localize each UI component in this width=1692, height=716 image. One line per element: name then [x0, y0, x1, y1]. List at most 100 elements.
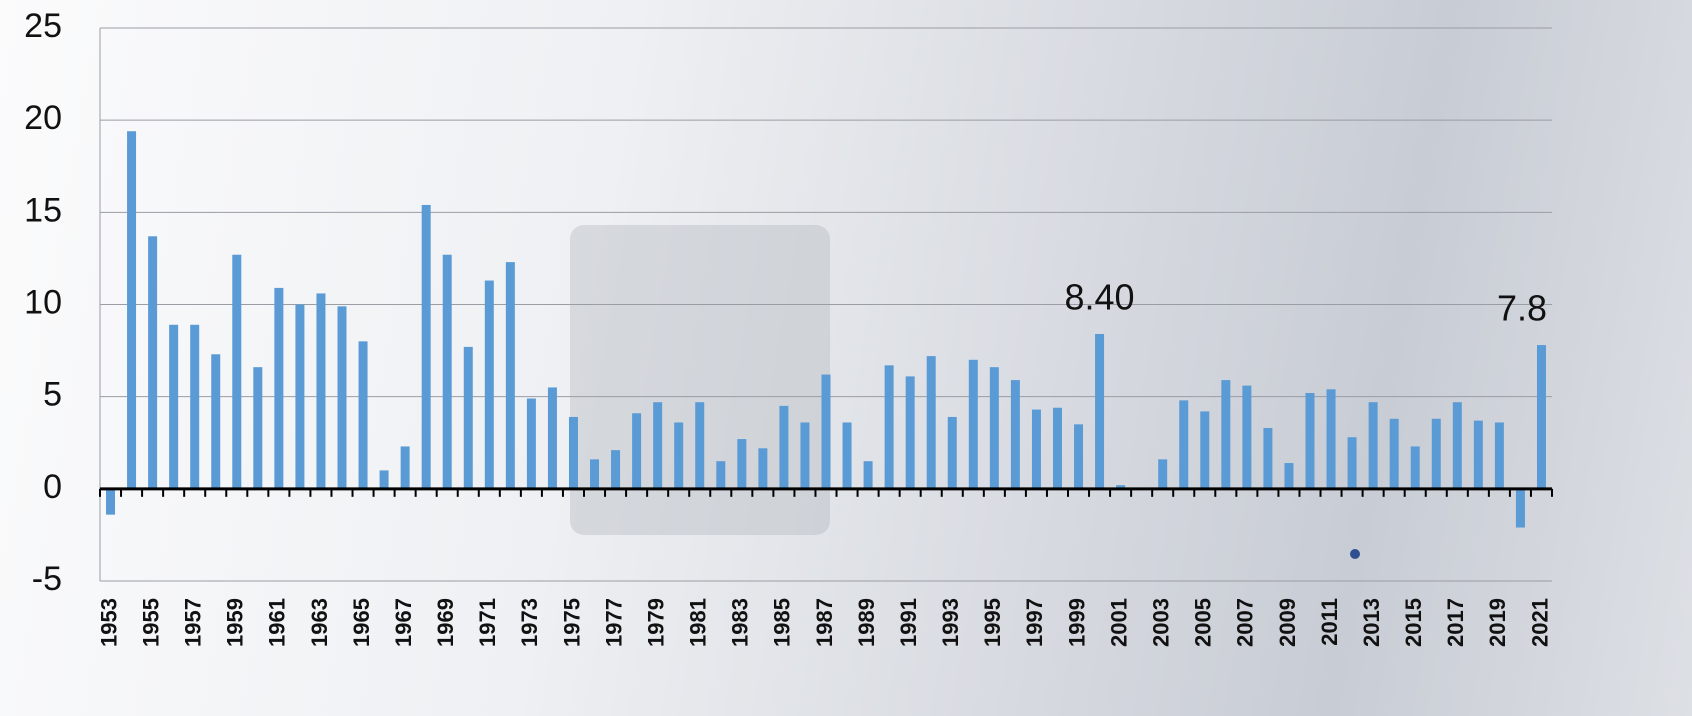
bar — [632, 413, 641, 489]
bar — [1516, 489, 1525, 528]
bar — [190, 325, 199, 489]
bar — [737, 439, 746, 489]
y-tick-label: 25 — [24, 7, 62, 45]
bar — [1074, 424, 1083, 489]
chart: -505101520251953195519571959196119631965… — [0, 0, 1692, 716]
bar — [211, 354, 220, 489]
x-tick-label: 2013 — [1359, 598, 1384, 647]
x-tick-label: 1973 — [517, 598, 542, 647]
x-tick-label: 1953 — [96, 598, 121, 647]
bar — [548, 387, 557, 488]
bar — [232, 255, 241, 489]
bar — [359, 341, 368, 488]
bar — [338, 306, 347, 488]
x-tick-label: 1957 — [181, 598, 206, 647]
x-tick-label: 1961 — [265, 598, 290, 647]
bar — [1453, 402, 1462, 489]
x-tick-label: 1971 — [475, 598, 500, 647]
bar — [822, 375, 831, 489]
bar — [148, 236, 157, 489]
bar — [927, 356, 936, 489]
bar — [990, 367, 999, 489]
y-tick-label: 0 — [43, 468, 62, 506]
bar — [1537, 345, 1546, 489]
bar — [611, 450, 620, 489]
bar — [1011, 380, 1020, 489]
x-tick-label: 1997 — [1022, 598, 1047, 647]
x-tick-label: 1999 — [1064, 598, 1089, 647]
bar — [1306, 393, 1315, 489]
x-tick-label: 1995 — [980, 598, 1005, 647]
x-tick-label: 2021 — [1527, 598, 1552, 647]
bar — [1263, 428, 1272, 489]
bar — [506, 262, 515, 489]
bar — [1411, 446, 1420, 488]
bar — [127, 131, 136, 489]
x-tick-label: 1991 — [896, 598, 921, 647]
x-tick-label: 1975 — [559, 598, 584, 647]
page: -505101520251953195519571959196119631965… — [0, 0, 1692, 716]
bar — [527, 399, 536, 489]
bar — [885, 365, 894, 489]
bar — [1432, 419, 1441, 489]
bar — [864, 461, 873, 489]
x-tick-label: 1967 — [391, 598, 416, 647]
x-tick-label: 1955 — [138, 598, 163, 647]
bar — [1242, 386, 1251, 489]
x-tick-label: 2015 — [1401, 598, 1426, 647]
value-label: 8.40 — [1065, 277, 1135, 318]
bar — [653, 402, 662, 489]
bar — [969, 360, 978, 489]
y-tick-label: 10 — [24, 283, 62, 321]
bar — [1053, 408, 1062, 489]
bar — [1495, 422, 1504, 488]
bar — [1348, 437, 1357, 489]
bar — [779, 406, 788, 489]
bar — [169, 325, 178, 489]
bar — [316, 293, 325, 488]
x-tick-label: 1959 — [223, 598, 248, 647]
bar — [1095, 334, 1104, 489]
bar — [106, 489, 115, 515]
x-tick-label: 1987 — [812, 598, 837, 647]
x-tick-label: 2007 — [1233, 598, 1258, 647]
value-label: 7.8 — [1497, 288, 1547, 329]
x-tick-label: 1963 — [307, 598, 332, 647]
bar — [464, 347, 473, 489]
bar — [443, 255, 452, 489]
bar — [716, 461, 725, 489]
x-tick-label: 2005 — [1191, 598, 1216, 647]
bar — [485, 281, 494, 489]
x-tick-label: 2017 — [1443, 598, 1468, 647]
x-tick-label: 2009 — [1275, 598, 1300, 647]
bar — [1200, 411, 1209, 488]
bar — [1327, 389, 1336, 489]
bar — [1179, 400, 1188, 488]
bar — [422, 205, 431, 489]
bar — [843, 422, 852, 488]
bar — [674, 422, 683, 488]
bar — [906, 376, 915, 488]
x-tick-label: 2001 — [1106, 598, 1131, 647]
y-tick-label: -5 — [32, 560, 62, 598]
bar — [1221, 380, 1230, 489]
x-tick-label: 2019 — [1485, 598, 1510, 647]
x-tick-label: 2011 — [1317, 598, 1342, 646]
bar — [253, 367, 262, 489]
x-tick-label: 1983 — [728, 598, 753, 647]
x-tick-label: 2003 — [1149, 598, 1174, 647]
background-dot — [1350, 549, 1360, 559]
x-tick-label: 1965 — [349, 598, 374, 647]
x-tick-label: 1993 — [938, 598, 963, 647]
x-tick-label: 1981 — [686, 598, 711, 647]
bar — [1284, 463, 1293, 489]
bar — [800, 422, 809, 488]
y-tick-label: 20 — [24, 99, 62, 137]
x-tick-label: 1969 — [433, 598, 458, 647]
bar — [1390, 419, 1399, 489]
bar — [1474, 421, 1483, 489]
x-tick-label: 1979 — [643, 598, 668, 647]
x-tick-label: 1985 — [770, 598, 795, 647]
bar — [295, 305, 304, 489]
x-tick-label: 1977 — [601, 598, 626, 647]
